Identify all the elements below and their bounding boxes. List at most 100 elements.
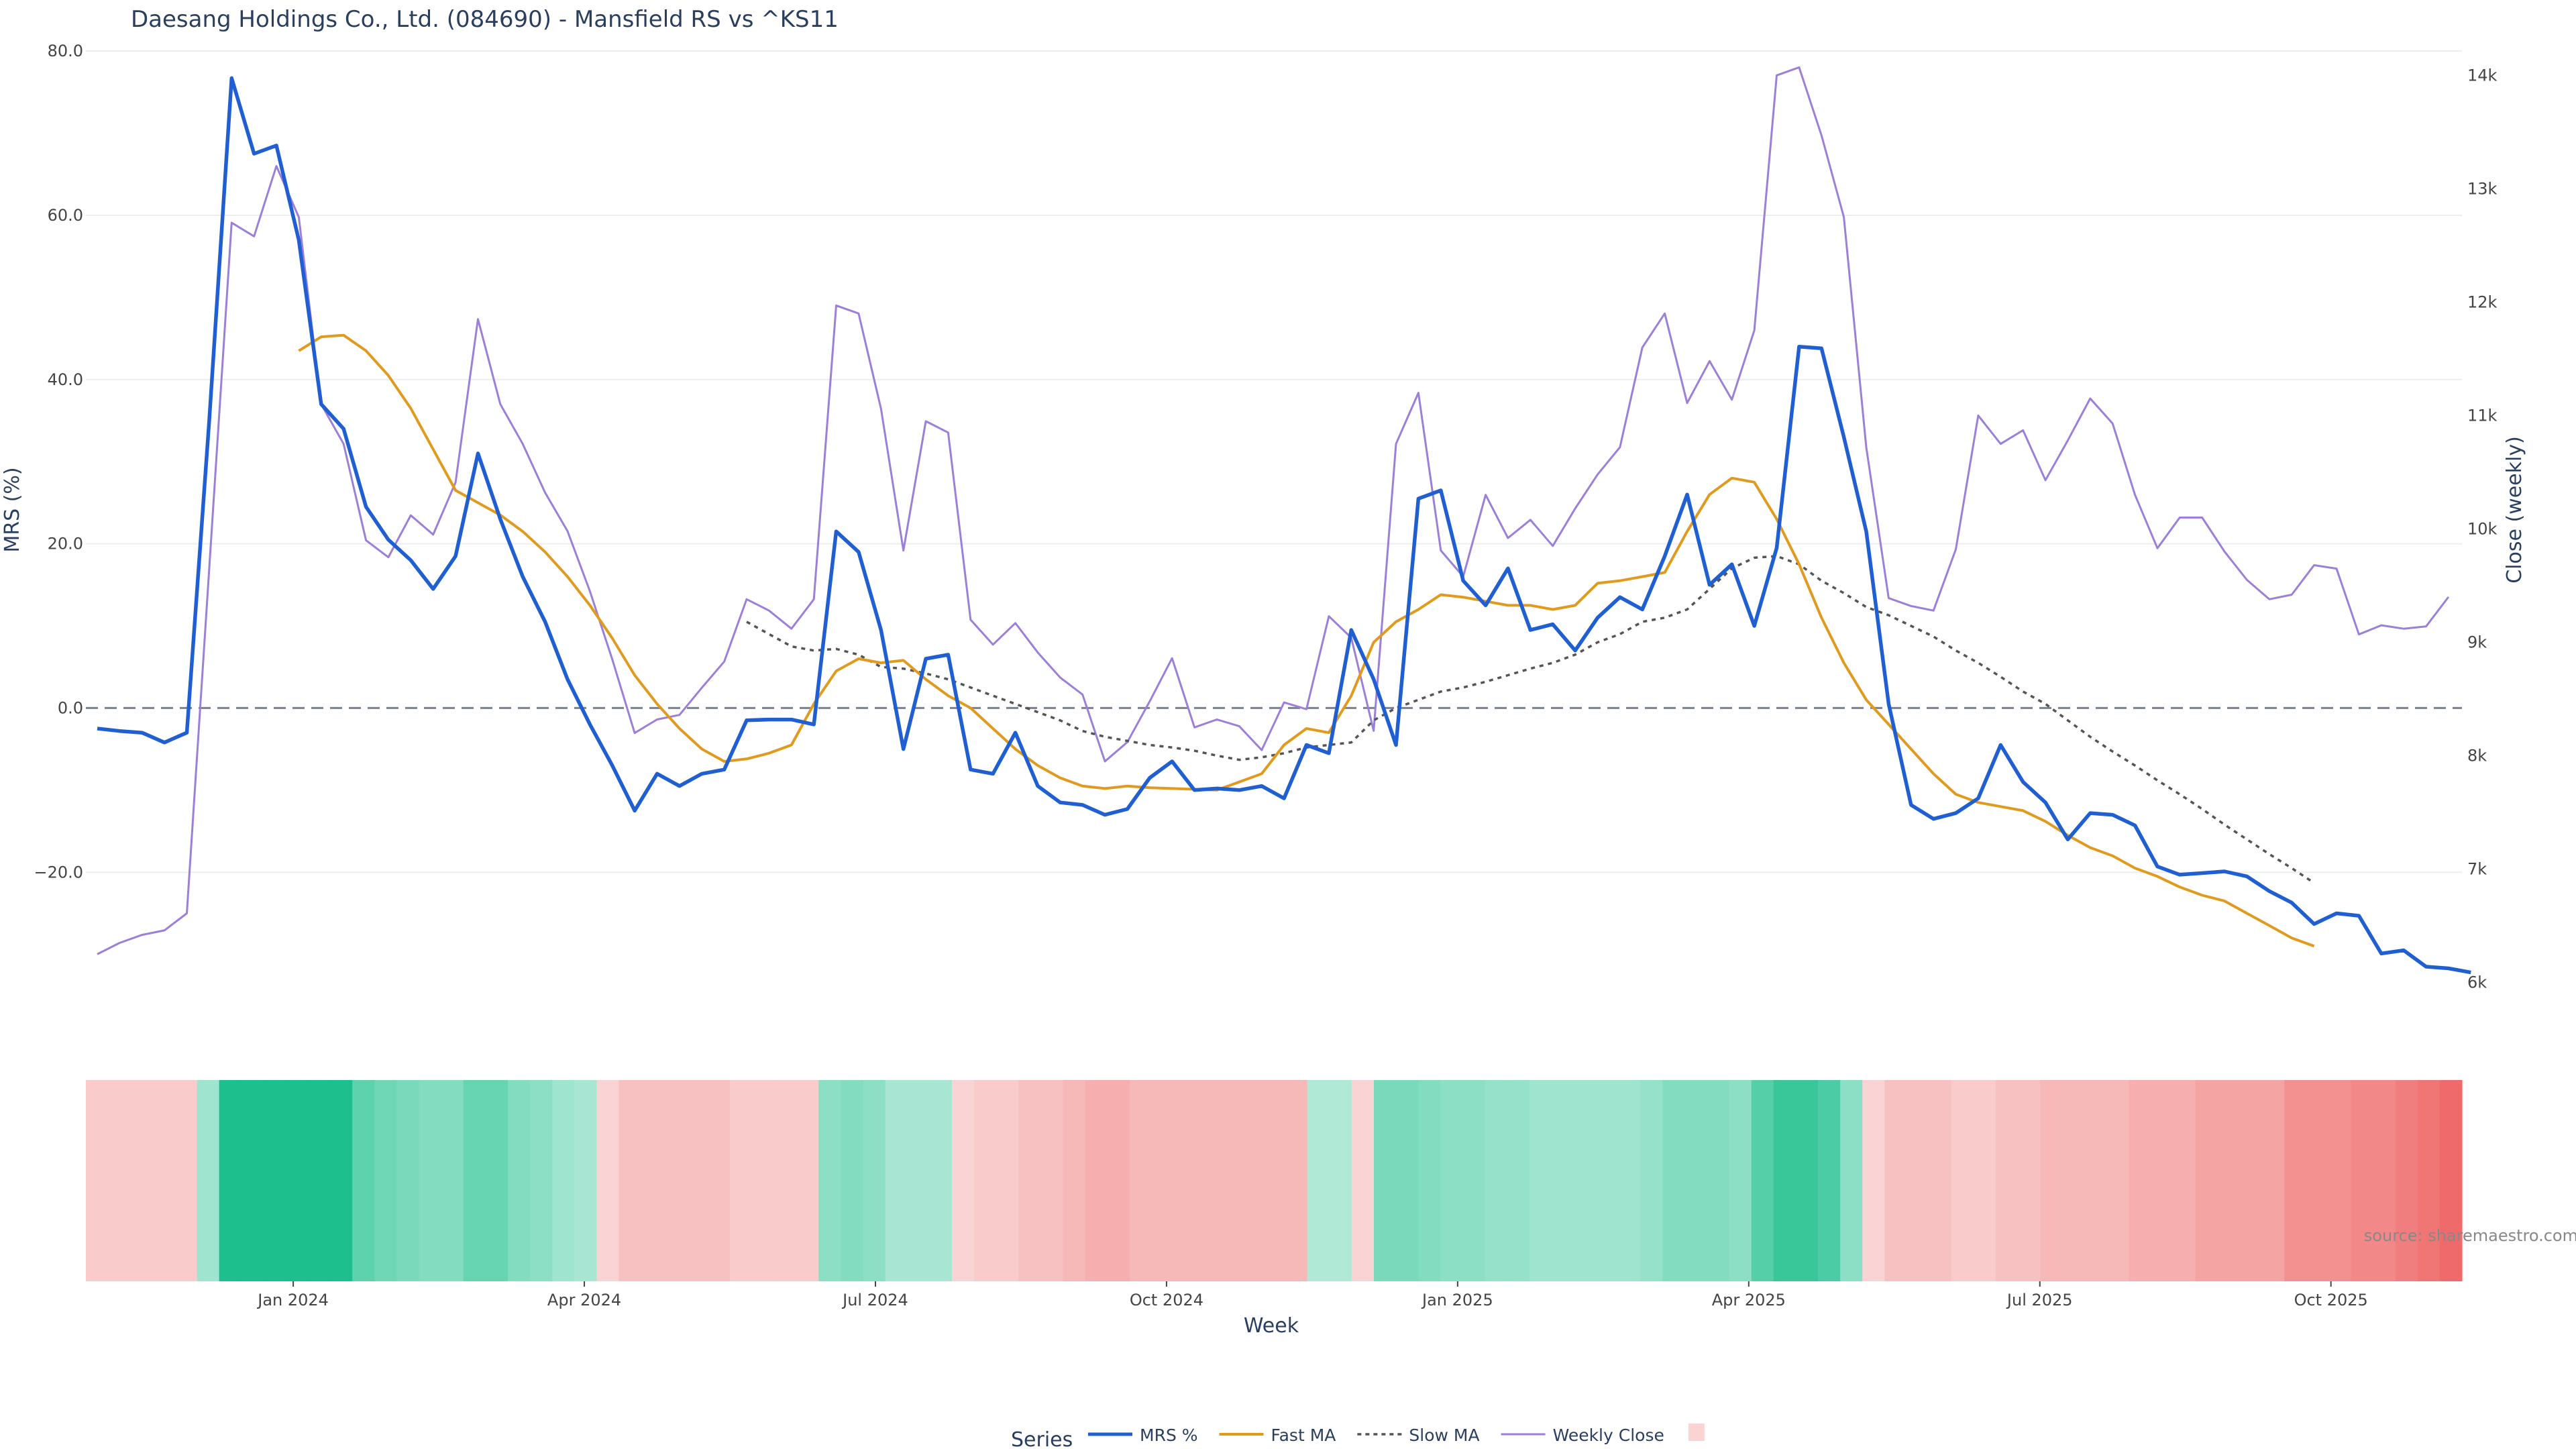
heatmap-cell	[1329, 1080, 1352, 1281]
y2-tick-label: 13k	[2467, 179, 2498, 198]
heatmap-cell	[685, 1080, 708, 1281]
heatmap-cell	[1640, 1080, 1663, 1281]
heatmap-cell	[2306, 1080, 2329, 1281]
y2-tick-label: 9k	[2467, 633, 2487, 652]
heatmap-cell	[1418, 1080, 1441, 1281]
heatmap-cell	[1729, 1080, 1752, 1281]
y2-axis-title: Close (weekly)	[2503, 436, 2526, 584]
heatmap-cell	[1485, 1080, 1508, 1281]
heatmap-cell	[2395, 1080, 2418, 1281]
heatmap-cell	[308, 1080, 331, 1281]
y-tick-label: 0.0	[58, 698, 83, 717]
heatmap-cell	[1373, 1080, 1397, 1281]
heatmap-cell	[1018, 1080, 1042, 1281]
heatmap-cell	[663, 1080, 686, 1281]
x-axis-title: Week	[1244, 1314, 1299, 1338]
heatmap-cell	[1196, 1080, 1219, 1281]
heatmap-cell	[796, 1080, 819, 1281]
heatmap-cell	[1551, 1080, 1574, 1281]
heatmap-cell	[2417, 1080, 2440, 1281]
y-tick-label: 60.0	[48, 206, 83, 225]
heatmap-cell	[863, 1080, 886, 1281]
series-mrs-line	[97, 76, 2471, 975]
heatmap-cell	[2239, 1080, 2263, 1281]
heatmap-cell	[463, 1080, 486, 1281]
x-tick-label: Apr 2025	[1712, 1291, 1786, 1309]
y-axis-left: 80.0 60.0 40.0 20.0 0.0 −20.0	[34, 42, 83, 881]
heatmap-cell	[197, 1080, 220, 1281]
y-axis-title: MRS (%)	[1, 467, 24, 552]
heatmap-cell	[2106, 1080, 2130, 1281]
heatmap-cell	[885, 1080, 908, 1281]
heatmap-cell	[108, 1080, 131, 1281]
heatmap-cell	[1285, 1080, 1308, 1281]
heatmap-cell	[152, 1080, 176, 1281]
heatmap-cell	[1707, 1080, 1730, 1281]
legend-title: Series	[1011, 1428, 1073, 1449]
heatmap-cell	[174, 1080, 198, 1281]
heatmap-cell	[841, 1080, 864, 1281]
legend-swatch	[1688, 1424, 1705, 1441]
y2-tick-label: 10k	[2467, 519, 2498, 538]
heatmap-cell	[2284, 1080, 2307, 1281]
heatmap-cell	[219, 1080, 242, 1281]
heatmap-strip	[86, 1080, 2463, 1281]
heatmap-cell	[1618, 1080, 1641, 1281]
legend: Series MRS % Fast MA Slow MA Weekly Close	[1011, 1424, 1705, 1449]
heatmap-cell	[2084, 1080, 2107, 1281]
heatmap-cell	[263, 1080, 286, 1281]
heatmap-cell	[1063, 1080, 1086, 1281]
heatmap-cell	[396, 1080, 420, 1281]
heatmap-cell	[2129, 1080, 2152, 1281]
plot-area	[97, 66, 2471, 975]
heatmap-cell	[2439, 1080, 2463, 1281]
heatmap-cell	[1995, 1080, 2019, 1281]
x-tick-label: Jul 2024	[841, 1291, 908, 1309]
heatmap-cell	[1151, 1080, 1175, 1281]
y2-tick-label: 7k	[2467, 860, 2487, 879]
heatmap-cell	[1396, 1080, 1419, 1281]
source-label: source: sharemaestro.com	[2364, 1226, 2576, 1245]
heatmap-cell	[907, 1080, 930, 1281]
heatmap-cell	[2173, 1080, 2196, 1281]
heatmap-cell	[974, 1080, 997, 1281]
heatmap-cell	[130, 1080, 153, 1281]
x-tick-label: Jul 2025	[2006, 1291, 2073, 1309]
heatmap-cell	[574, 1080, 597, 1281]
heatmap-cell	[1907, 1080, 1930, 1281]
heatmap-cell	[1773, 1080, 1796, 1281]
heatmap-cell	[1129, 1080, 1152, 1281]
heatmap-cell	[1884, 1080, 1908, 1281]
heatmap-cell	[2017, 1080, 2041, 1281]
heatmap-cell	[2351, 1080, 2374, 1281]
heatmap-cell	[1595, 1080, 1619, 1281]
x-tick-label: Jan 2024	[256, 1291, 329, 1309]
gridlines	[86, 50, 2462, 873]
heatmap-cell	[330, 1080, 353, 1281]
heatmap-cell	[352, 1080, 375, 1281]
heatmap-cell	[729, 1080, 753, 1281]
legend-label: MRS %	[1140, 1426, 1198, 1445]
heatmap-cell	[1751, 1080, 1774, 1281]
heatmap-cell	[1263, 1080, 1286, 1281]
heatmap-cell	[1662, 1080, 1685, 1281]
x-tick-label: Oct 2025	[2294, 1291, 2368, 1309]
chart-title: Daesang Holdings Co., Ltd. (084690) - Ma…	[131, 6, 839, 33]
heatmap-cell	[485, 1080, 508, 1281]
heatmap-cell	[441, 1080, 464, 1281]
heatmap-cell	[1085, 1080, 1108, 1281]
heatmap-cell	[707, 1080, 731, 1281]
y2-tick-label: 11k	[2467, 406, 2498, 425]
heatmap-cell	[1351, 1080, 1375, 1281]
heatmap-cell	[507, 1080, 531, 1281]
heatmap-cell	[774, 1080, 797, 1281]
heatmap-cell	[374, 1080, 398, 1281]
y-tick-label: 20.0	[48, 535, 83, 553]
heatmap-cell	[2040, 1080, 2063, 1281]
heatmap-cell	[1174, 1080, 1197, 1281]
heatmap-cell	[1862, 1080, 1885, 1281]
x-tick-label: Oct 2024	[1130, 1291, 1203, 1309]
heatmap-cell	[2062, 1080, 2085, 1281]
heatmap-cell	[641, 1080, 664, 1281]
